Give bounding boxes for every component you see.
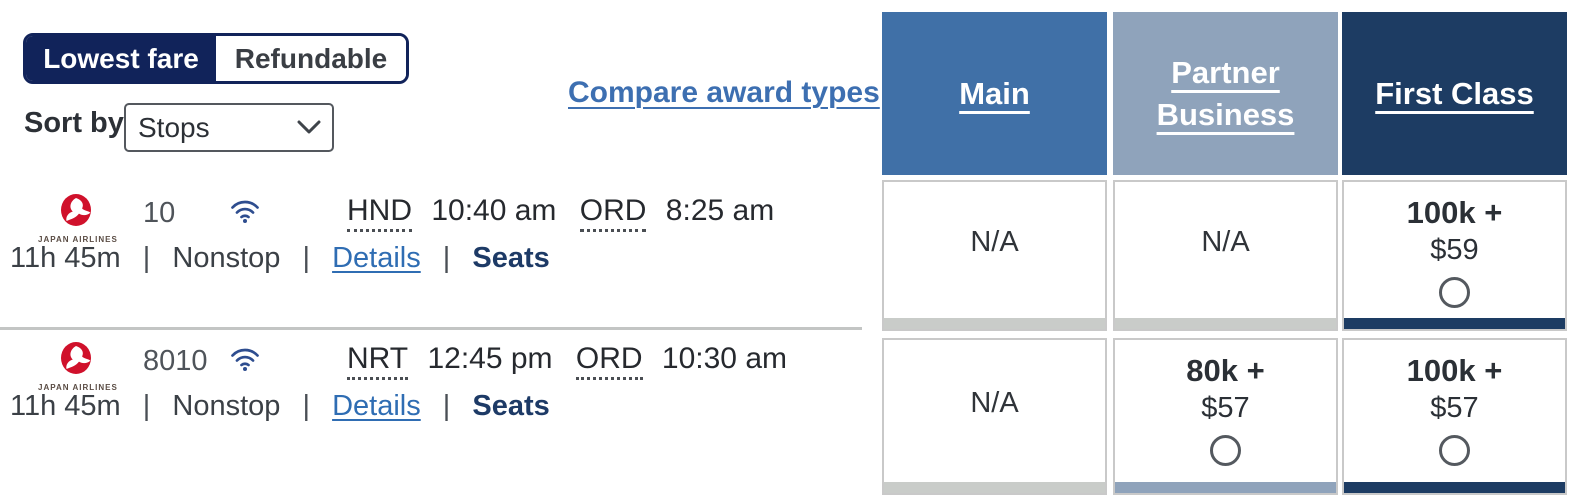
japan-airlines-crane-icon bbox=[61, 194, 91, 226]
refundable-toggle[interactable]: Refundable bbox=[216, 36, 406, 81]
separator: | bbox=[442, 242, 451, 274]
cell-bottom-strip bbox=[1344, 318, 1565, 329]
destination-airport-code[interactable]: ORD bbox=[579, 194, 647, 232]
flight-row-2: JAPAN AIRLINES 8010 NRT 12:45 pm ORD 10:… bbox=[0, 338, 870, 478]
fare-miles-value: 100k + bbox=[1406, 353, 1503, 388]
sort-select-wrap: Stops bbox=[124, 103, 334, 152]
fare-taxes-value: $57 bbox=[1201, 392, 1250, 424]
fare-cell-partner-business-row2[interactable]: 80k + $57 bbox=[1113, 338, 1338, 495]
destination-airport-code[interactable]: ORD bbox=[575, 342, 643, 380]
separator: | bbox=[302, 242, 311, 274]
compare-award-types-link[interactable]: Compare award types bbox=[568, 76, 880, 109]
details-link[interactable]: Details bbox=[332, 242, 421, 274]
seats-link[interactable]: Seats bbox=[472, 390, 550, 422]
origin-airport-code[interactable]: NRT bbox=[347, 342, 409, 380]
separator: | bbox=[142, 390, 151, 422]
origin-airport-code[interactable]: HND bbox=[347, 194, 412, 232]
fare-taxes-value: $57 bbox=[1430, 392, 1479, 424]
japan-airlines-logo: JAPAN AIRLINES bbox=[38, 341, 118, 392]
column-header-main-label: Main bbox=[959, 75, 1030, 111]
column-header-first-class[interactable]: First Class bbox=[1342, 12, 1567, 175]
fare-na-value: N/A bbox=[1201, 226, 1250, 258]
seats-link[interactable]: Seats bbox=[472, 242, 550, 274]
fare-cell-first-class-row1[interactable]: 100k + $59 bbox=[1342, 180, 1567, 331]
route-summary: HND 10:40 am ORD 8:25 am bbox=[347, 194, 789, 232]
stops-label: Nonstop bbox=[172, 242, 281, 274]
departure-time: 10:40 am bbox=[431, 194, 557, 227]
arrival-time: 10:30 am bbox=[661, 342, 788, 375]
route-summary: NRT 12:45 pm ORD 10:30 am bbox=[347, 342, 802, 380]
column-header-first-class-label: First Class bbox=[1375, 75, 1534, 111]
radio-button-icon[interactable] bbox=[1439, 435, 1470, 466]
cell-bottom-strip bbox=[1115, 482, 1336, 493]
row-divider bbox=[0, 327, 862, 330]
separator: | bbox=[142, 242, 151, 274]
radio-button-icon[interactable] bbox=[1439, 277, 1470, 308]
fare-miles-value: 100k + bbox=[1406, 195, 1503, 230]
column-header-main[interactable]: Main bbox=[882, 12, 1107, 175]
flight-meta: 11h 45m | Nonstop | Details | Seats bbox=[10, 242, 550, 275]
fare-cell-partner-business-row1: N/A bbox=[1113, 180, 1338, 331]
airline-name-label: JAPAN AIRLINES bbox=[38, 383, 118, 392]
radio-button-icon[interactable] bbox=[1210, 435, 1241, 466]
japan-airlines-crane-icon bbox=[61, 342, 91, 374]
cell-bottom-strip bbox=[884, 318, 1105, 329]
arrival-time: 8:25 am bbox=[665, 194, 775, 227]
fare-cell-main-row1: N/A bbox=[882, 180, 1107, 331]
sort-select[interactable]: Stops bbox=[124, 103, 334, 152]
flight-number: 10 bbox=[143, 197, 176, 229]
duration-label: 11h 45m bbox=[10, 242, 121, 274]
sort-by-label: Sort by bbox=[24, 107, 124, 139]
fare-na-value: N/A bbox=[970, 226, 1019, 258]
fare-type-toggle: Lowest fare Refundable bbox=[23, 33, 409, 84]
fare-na-value: N/A bbox=[970, 387, 1019, 419]
flight-number: 8010 bbox=[143, 345, 208, 377]
stops-label: Nonstop bbox=[172, 390, 281, 422]
fare-cell-first-class-row2[interactable]: 100k + $57 bbox=[1342, 338, 1567, 495]
details-link[interactable]: Details bbox=[332, 390, 421, 422]
column-header-partner-business-label: Partner Business bbox=[1156, 54, 1295, 132]
cell-bottom-strip bbox=[1344, 482, 1565, 493]
duration-label: 11h 45m bbox=[10, 390, 121, 422]
flight-meta: 11h 45m | Nonstop | Details | Seats bbox=[10, 390, 550, 423]
cell-bottom-strip bbox=[884, 482, 1105, 493]
cell-bottom-strip bbox=[1115, 318, 1336, 329]
lowest-fare-toggle[interactable]: Lowest fare bbox=[26, 36, 216, 81]
wifi-icon bbox=[230, 347, 260, 372]
wifi-icon bbox=[230, 199, 260, 224]
fare-miles-value: 80k + bbox=[1186, 353, 1265, 388]
column-header-partner-business[interactable]: Partner Business bbox=[1113, 12, 1338, 175]
airline-name-label: JAPAN AIRLINES bbox=[38, 235, 118, 244]
japan-airlines-logo: JAPAN AIRLINES bbox=[38, 193, 118, 244]
fare-taxes-value: $59 bbox=[1430, 234, 1479, 266]
separator: | bbox=[302, 390, 311, 422]
departure-time: 12:45 pm bbox=[427, 342, 553, 375]
flight-row-1: JAPAN AIRLINES 10 HND 10:40 am ORD 8:25 … bbox=[0, 190, 870, 330]
separator: | bbox=[442, 390, 451, 422]
fare-cell-main-row2: N/A bbox=[882, 338, 1107, 495]
